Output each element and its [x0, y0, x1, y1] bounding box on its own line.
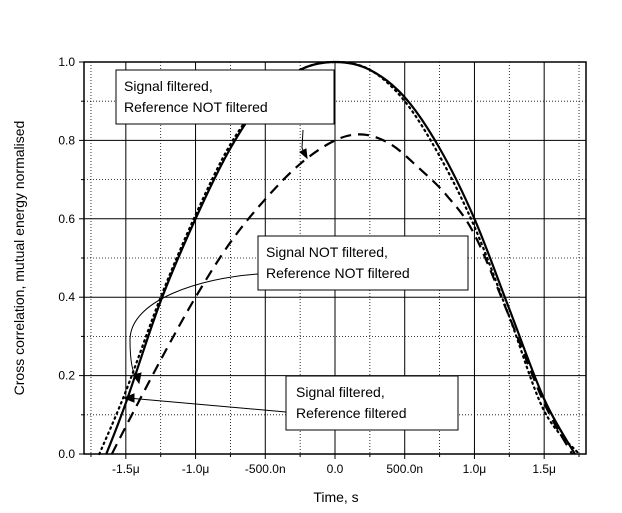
annotation-1-line-2: Reference NOT filtered [124, 99, 268, 115]
annotation-3-line-1: Signal filtered, [296, 384, 385, 400]
y-tick-labels: 0.0 0.2 0.4 0.6 0.8 1.0 [58, 55, 75, 461]
arrow-3-leader [127, 397, 287, 413]
arrow-3-head [122, 393, 135, 403]
y-axis-label: Cross correlation, mutual energy normali… [11, 121, 27, 396]
series-line-dotted [98, 60, 581, 456]
arrow-2-leader [129, 273, 259, 381]
x-tick-label: 1.0μ [463, 462, 487, 476]
series-line-dashed [110, 133, 574, 455]
annotation-1: Signal filtered, Reference NOT filtered [115, 69, 335, 125]
x-tick-label: 0.0 [327, 462, 344, 476]
y-tick-label: 1.0 [58, 55, 75, 69]
annotation-arrows [122, 129, 308, 413]
annotation-2-line-2: Reference NOT filtered [266, 265, 410, 281]
x-tick-label: 500.0n [386, 462, 423, 476]
annotation-2: Signal NOT filtered, Reference NOT filte… [257, 235, 469, 291]
annotation-3-line-2: Reference filtered [296, 405, 407, 421]
ticks [79, 61, 580, 459]
x-tick-labels: -1.5μ -1.0μ -500.0n 0.0 500.0n 1.0μ 1.5μ [112, 462, 556, 476]
y-tick-label: 0.6 [58, 212, 75, 226]
x-tick-label: -500.0n [245, 462, 286, 476]
y-tick-label: 0.8 [58, 133, 75, 147]
y-tick-label: 0.4 [58, 290, 75, 304]
annotation-1-line-1: Signal filtered, [124, 78, 213, 94]
x-axis-label: Time, s [313, 489, 358, 505]
y-tick-label: 0.2 [58, 369, 75, 383]
arrow-1-head [299, 148, 308, 160]
x-tick-label: 1.5μ [532, 462, 556, 476]
x-tick-label: -1.0μ [182, 462, 210, 476]
x-tick-label: -1.5μ [112, 462, 140, 476]
y-tick-label: 0.0 [58, 447, 75, 461]
annotation-3: Signal filtered, Reference filtered [285, 375, 459, 431]
annotation-2-line-1: Signal NOT filtered, [266, 244, 388, 260]
arrow-2-head [132, 372, 142, 385]
